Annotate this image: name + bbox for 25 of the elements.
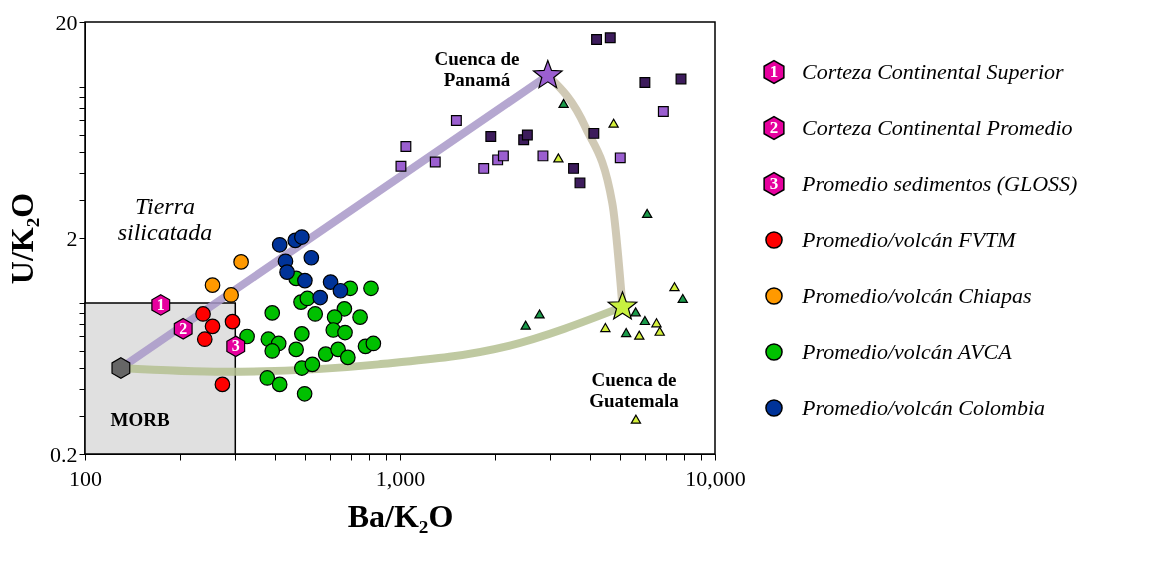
legend-label: Promedio/volcán AVCA <box>801 339 1013 364</box>
legend-label: Corteza Continental Promedio <box>802 115 1073 140</box>
x-tick-label: 1,000 <box>375 465 426 491</box>
legend-label: Promedio sedimentos (GLOSS) <box>801 171 1078 196</box>
legend-label: Corteza Continental Superior <box>802 59 1064 84</box>
x-tick-label: 100 <box>69 465 102 491</box>
y-tick-label: 20 <box>55 9 78 35</box>
text: 1 <box>769 62 779 81</box>
text: 3 <box>769 174 779 193</box>
annotation: Cuenca de Panamá <box>434 48 520 90</box>
y-tick-label: 0.2 <box>50 441 78 467</box>
legend-label: Promedio/volcán Colombia <box>801 395 1045 420</box>
text: 2 <box>769 118 779 137</box>
legend-label: Promedio/volcán Chiapas <box>801 283 1032 308</box>
annotation: 3 <box>231 337 240 355</box>
annotation: Cuenca de Guatemala <box>589 369 680 411</box>
annotation: MORB <box>110 409 170 430</box>
annotation: Tierra silicatada <box>117 193 213 245</box>
annotation: 2 <box>179 319 188 337</box>
legend-label: Promedio/volcán FVTM <box>801 227 1018 252</box>
y-tick-label: 2 <box>66 225 78 251</box>
y-axis-title: U/K₂O <box>4 192 40 285</box>
annotation: 1 <box>156 295 165 313</box>
x-axis-title: Ba/K₂O <box>347 497 454 534</box>
x-tick-label: 10,000 <box>685 465 746 491</box>
